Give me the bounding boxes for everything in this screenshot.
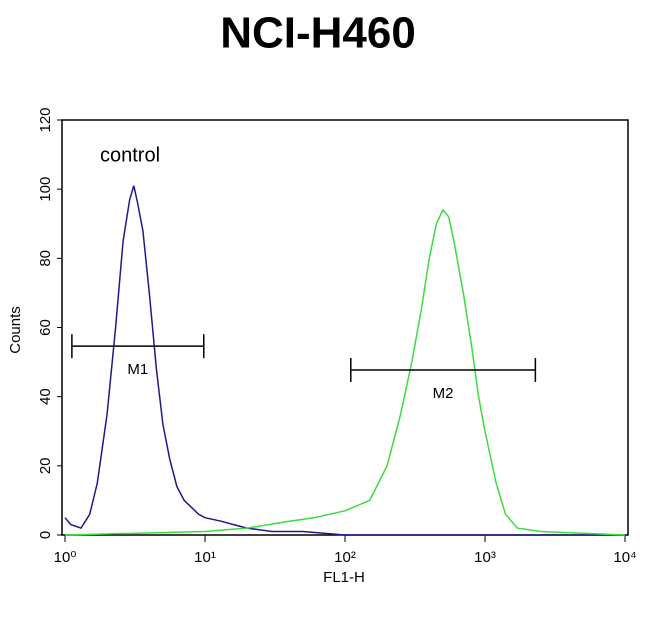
chart-title: NCI-H460 [220, 9, 416, 58]
y-tick-label: 120 [37, 107, 54, 132]
y-tick-label: 20 [37, 457, 54, 474]
x-tick-label: 10⁰ [54, 549, 77, 566]
plot-frame [61, 119, 629, 536]
y-axis-label: Counts [7, 306, 24, 354]
y-tick-label: 40 [37, 388, 54, 405]
series-label: control [100, 144, 160, 166]
histogram-line [64, 208, 626, 536]
x-tick-label: 10¹ [194, 549, 216, 566]
x-tick-label: 10⁴ [613, 549, 636, 566]
y-tick-label: 60 [37, 319, 54, 336]
x-axis-label: FL1-H [323, 569, 365, 586]
y-tick-label: 100 [37, 177, 54, 202]
y-tick-label: 80 [37, 250, 54, 267]
gate-label: M2 [433, 385, 454, 402]
x-tick-label: 10² [334, 549, 356, 566]
y-tick-label: 0 [37, 531, 54, 539]
x-tick-label: 10³ [474, 549, 496, 566]
gate-label: M1 [127, 361, 148, 378]
histogram-line [64, 185, 625, 536]
